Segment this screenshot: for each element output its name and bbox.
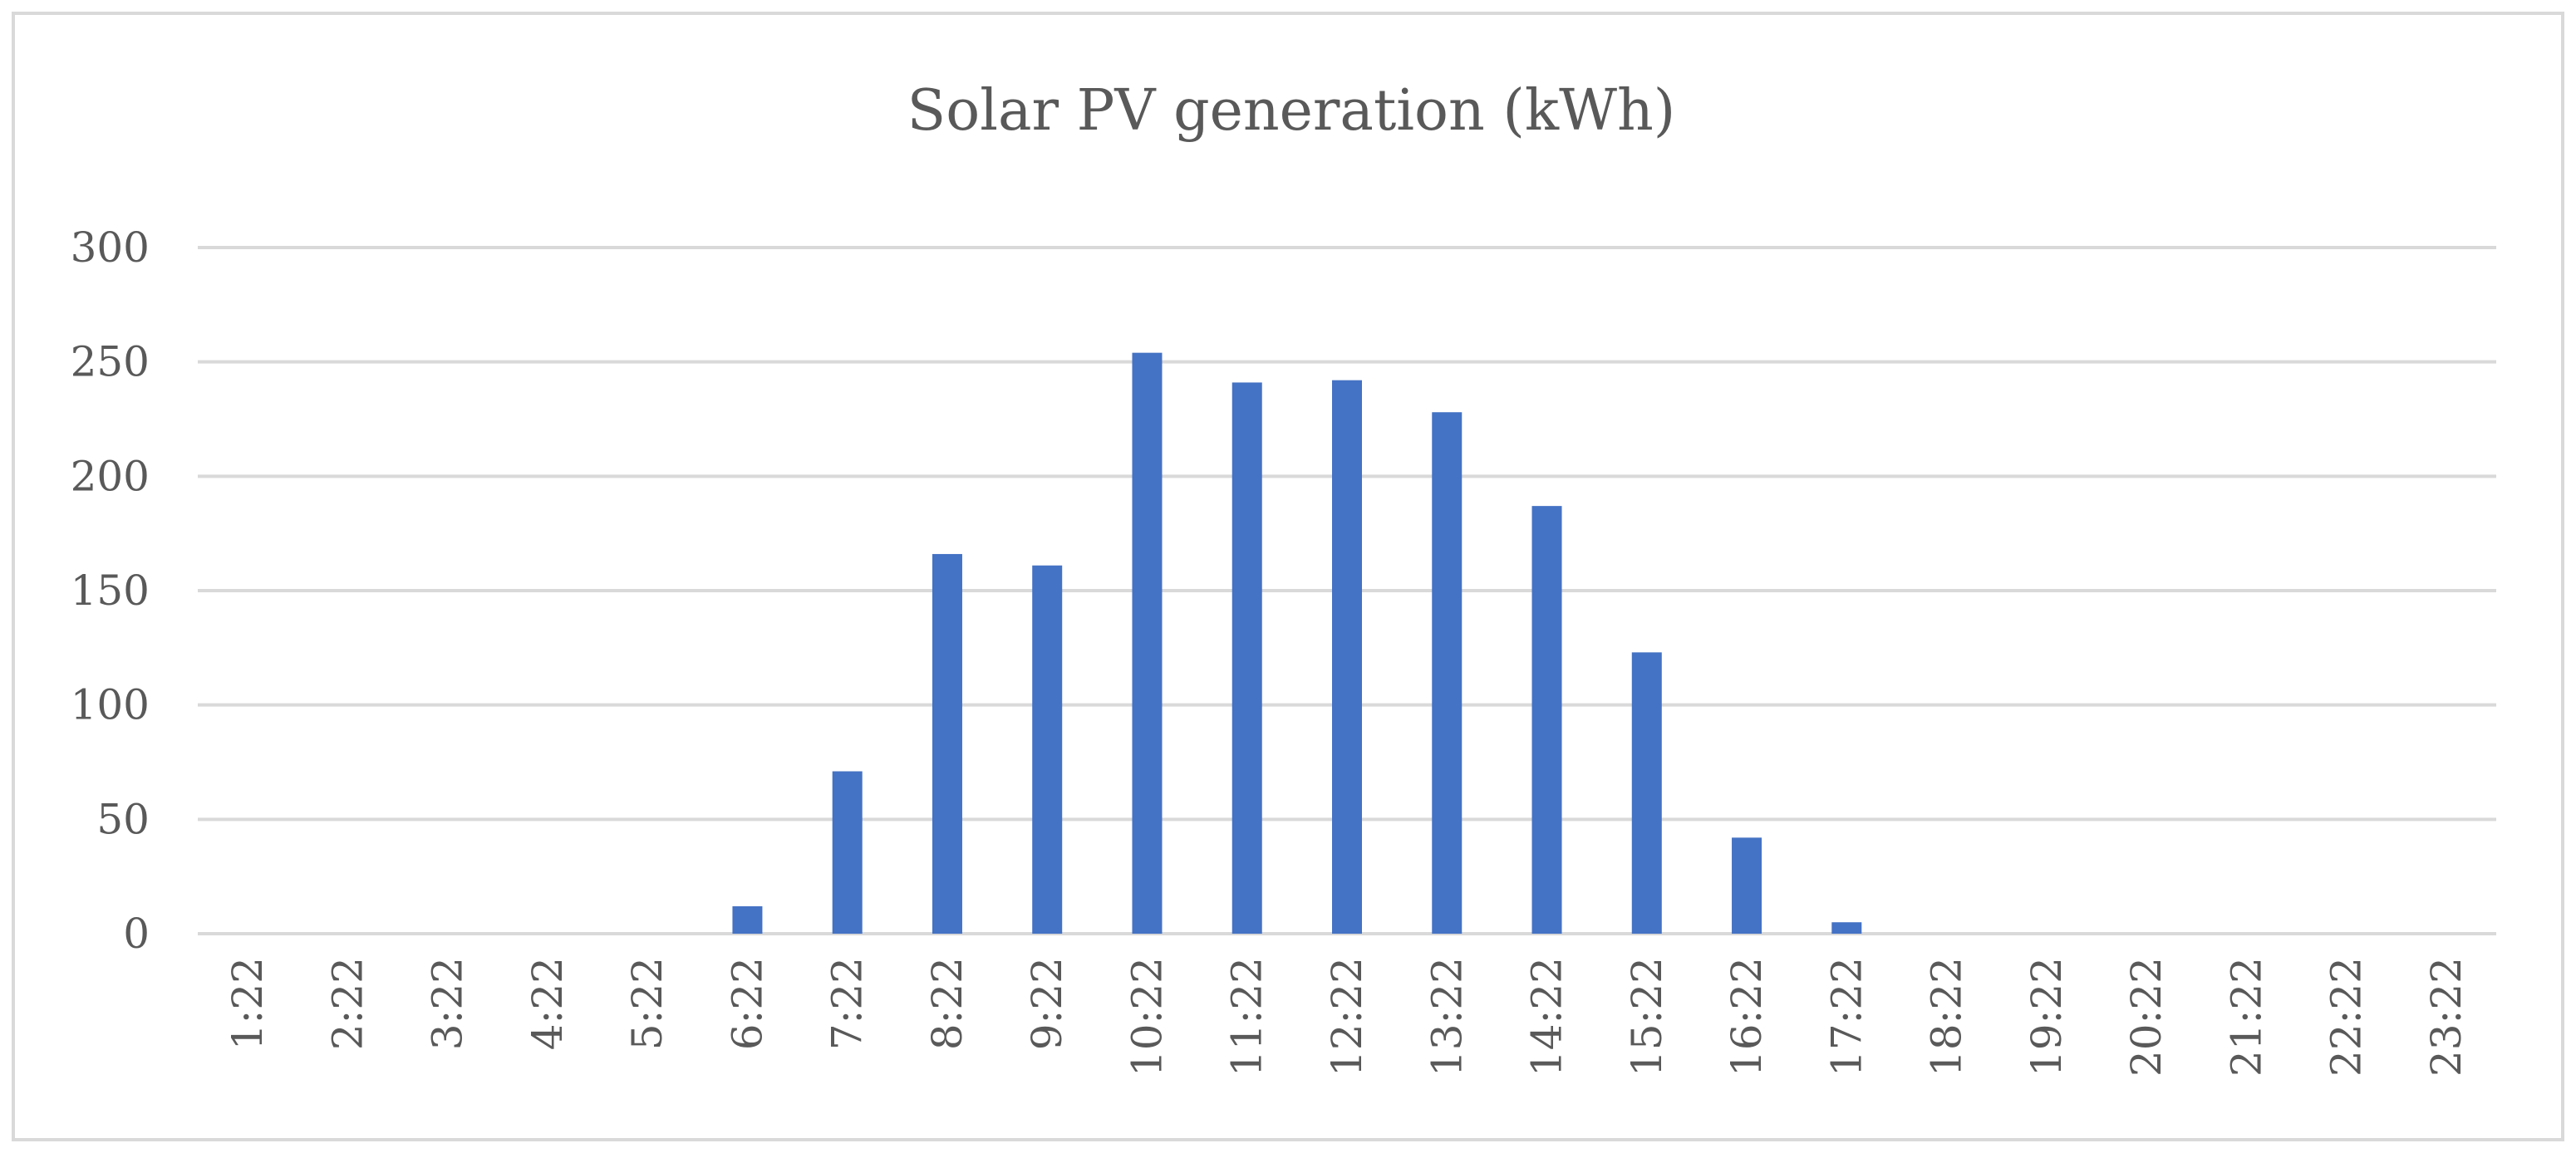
- x-tick-label: 5:22: [623, 957, 671, 1050]
- bar: [1231, 382, 1262, 934]
- bar: [1432, 412, 1463, 934]
- x-tick-label: 8:22: [923, 957, 971, 1050]
- y-tick-label: 250: [71, 338, 150, 386]
- bar: [732, 905, 763, 934]
- x-tick-label: 12:22: [1323, 957, 1371, 1077]
- x-tick-label: 10:22: [1123, 957, 1171, 1077]
- x-tick-label: 19:22: [2023, 957, 2071, 1077]
- bar: [1531, 506, 1562, 934]
- bar: [1831, 922, 1862, 934]
- x-tick-label: 6:22: [723, 957, 771, 1050]
- y-tick-label: 0: [123, 910, 150, 958]
- bar: [1332, 380, 1362, 934]
- y-tick-label: 150: [71, 567, 150, 615]
- x-axis-ticks: 1:22 2:22 3:22 4:22 5:22 6:22 7:22 8:22 9:22 10:2…: [224, 957, 2470, 1077]
- x-tick-label: 13:22: [1423, 957, 1471, 1077]
- x-tick-label: 18:22: [1923, 957, 1971, 1077]
- bar: [1631, 652, 1662, 934]
- y-axis-ticks: 0 50 100 150 200 250 300: [71, 223, 150, 958]
- x-tick-label: 7:22: [823, 957, 872, 1050]
- chart-frame: Solar PV generation (kWh) 0 50 100 150 200 25…: [12, 12, 2564, 1141]
- bar: [1732, 837, 1762, 934]
- chart-title: Solar PV generation (kWh): [907, 78, 1676, 144]
- bar-chart: Solar PV generation (kWh) 0 50 100 150 200 25…: [71, 78, 2496, 1077]
- x-tick-label: 22:22: [2323, 957, 2371, 1077]
- bar: [1132, 352, 1163, 934]
- x-tick-label: 14:22: [1523, 957, 1571, 1077]
- x-tick-label: 21:22: [2222, 957, 2270, 1077]
- x-tick-label: 3:22: [424, 957, 472, 1050]
- x-tick-label: 4:22: [524, 957, 572, 1050]
- bars: [732, 352, 1862, 934]
- bar: [832, 771, 863, 934]
- y-tick-label: 300: [71, 223, 150, 272]
- x-tick-label: 23:22: [2422, 957, 2470, 1077]
- x-tick-label: 15:22: [1623, 957, 1671, 1077]
- y-tick-label: 100: [71, 681, 150, 729]
- y-tick-label: 50: [96, 795, 150, 843]
- x-tick-label: 1:22: [224, 957, 272, 1050]
- bar: [1032, 565, 1063, 934]
- y-tick-label: 200: [71, 452, 150, 500]
- x-tick-label: 11:22: [1223, 957, 1271, 1077]
- x-tick-label: 17:22: [1822, 957, 1871, 1077]
- bar: [932, 553, 962, 934]
- x-tick-label: 9:22: [1023, 957, 1071, 1050]
- x-tick-label: 20:22: [2122, 957, 2170, 1077]
- x-tick-label: 16:22: [1723, 957, 1771, 1077]
- x-tick-label: 2:22: [323, 957, 371, 1050]
